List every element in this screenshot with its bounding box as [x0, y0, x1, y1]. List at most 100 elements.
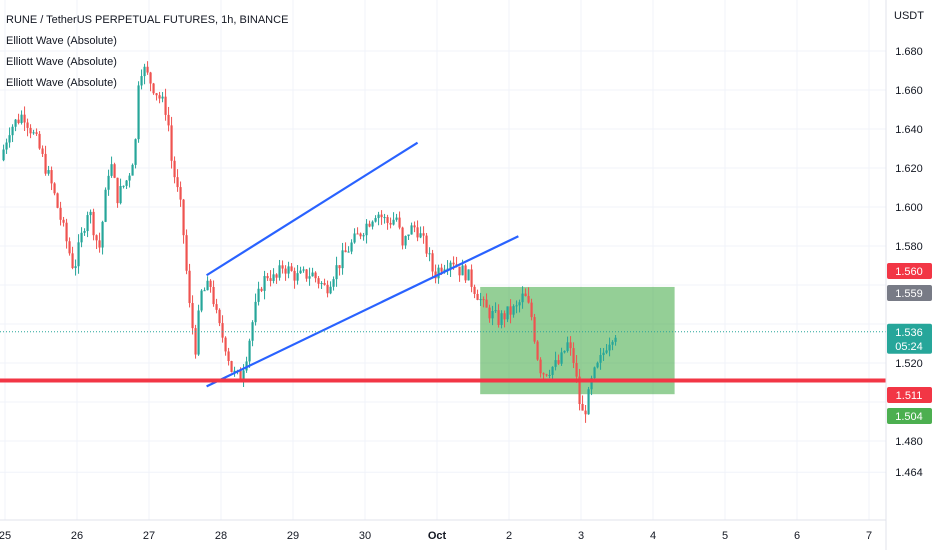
candle-body: [368, 223, 371, 227]
candle-body: [212, 286, 215, 305]
candle-body: [71, 253, 74, 269]
price-label: 1.560: [895, 266, 923, 278]
candle-body: [467, 269, 470, 281]
y-tick-label: 1.464: [895, 467, 923, 479]
candle-body: [341, 250, 344, 269]
candle-body: [380, 214, 383, 218]
candle-body: [413, 225, 416, 228]
price-label-box: [887, 323, 932, 354]
candle-body: [185, 235, 188, 271]
x-tick-label: 25: [0, 530, 11, 542]
indicator-label[interactable]: Elliott Wave (Absolute): [6, 77, 117, 89]
candle-body: [566, 342, 569, 351]
candle-body: [584, 410, 587, 415]
candle-body: [314, 272, 317, 279]
candle-body: [215, 304, 218, 310]
candle-body: [605, 350, 608, 353]
candle-body: [479, 299, 482, 301]
candle-body: [173, 160, 176, 178]
candle-body: [113, 164, 116, 178]
candle-body: [503, 313, 506, 320]
candle-body: [521, 293, 524, 303]
countdown-label: 05:24: [895, 341, 923, 353]
indicator-label[interactable]: Elliott Wave (Absolute): [6, 56, 117, 68]
candle-body: [344, 250, 347, 253]
candle-body: [530, 302, 533, 318]
channel-lower: [206, 235, 519, 388]
candle-body: [269, 278, 272, 281]
x-tick-label: 29: [287, 530, 299, 542]
candle-body: [551, 366, 554, 375]
candle-body: [377, 214, 380, 219]
candle-body: [209, 280, 212, 287]
candle-body: [35, 132, 38, 134]
candle-body: [44, 153, 47, 174]
candle-body: [482, 299, 485, 301]
candle-body: [272, 274, 275, 281]
candle-body: [422, 233, 425, 236]
candle-body: [29, 127, 32, 134]
candle-body: [242, 370, 245, 380]
candle-body: [101, 221, 104, 248]
candle-body: [170, 125, 173, 161]
candle-body: [5, 142, 8, 150]
candle-body: [200, 290, 203, 311]
candle-body: [179, 187, 182, 200]
candle-body: [221, 323, 224, 338]
price-label: 1.504: [895, 411, 923, 423]
candle-body: [512, 306, 515, 315]
candle-body: [266, 276, 269, 279]
candle-body: [326, 284, 329, 294]
candle-body: [335, 265, 338, 280]
candle-body: [353, 233, 356, 243]
candle-body: [116, 177, 119, 204]
indicator-label[interactable]: Elliott Wave (Absolute): [6, 35, 117, 47]
x-tick-label: 3: [578, 530, 584, 542]
candle-body: [443, 269, 446, 272]
candle-body: [416, 227, 419, 238]
candle-body: [86, 215, 89, 232]
candle-body: [563, 350, 566, 353]
candle-body: [518, 302, 521, 306]
candle-body: [206, 280, 209, 291]
candle-body: [188, 270, 191, 304]
candle-body: [134, 139, 137, 165]
candle-body: [305, 269, 308, 279]
candle-body: [299, 270, 302, 274]
candle-body: [485, 299, 488, 308]
candle-body: [506, 306, 509, 320]
candle-body: [11, 126, 14, 136]
candle-body: [572, 348, 575, 363]
x-tick-label: 27: [143, 530, 155, 542]
candle-body: [95, 235, 98, 241]
candle-body: [590, 378, 593, 390]
candle-body: [239, 370, 242, 380]
candle-body: [515, 305, 518, 307]
candle-body: [419, 233, 422, 238]
price-label-box: [887, 263, 932, 279]
candle-body: [119, 186, 122, 204]
price-label: 1.511: [896, 390, 923, 402]
candle-body: [440, 267, 443, 272]
candle-body: [392, 219, 395, 225]
y-tick-label: 1.620: [895, 163, 923, 175]
candle-body: [320, 283, 323, 285]
candle-body: [431, 253, 434, 272]
price-label: 1.536: [895, 327, 923, 339]
candle-body: [473, 286, 476, 294]
candle-body: [308, 276, 311, 279]
candle-body: [287, 266, 290, 274]
candle-body: [284, 268, 287, 274]
price-label-box: [887, 387, 932, 403]
y-tick-label: 1.680: [895, 46, 923, 58]
candle-body: [26, 122, 29, 128]
candle-body: [203, 290, 206, 292]
candle-body: [140, 76, 143, 86]
y-tick-label: 1.640: [895, 124, 923, 136]
candle-body: [59, 207, 62, 220]
candle-body: [458, 266, 461, 276]
currency-label: USDT: [894, 10, 924, 22]
